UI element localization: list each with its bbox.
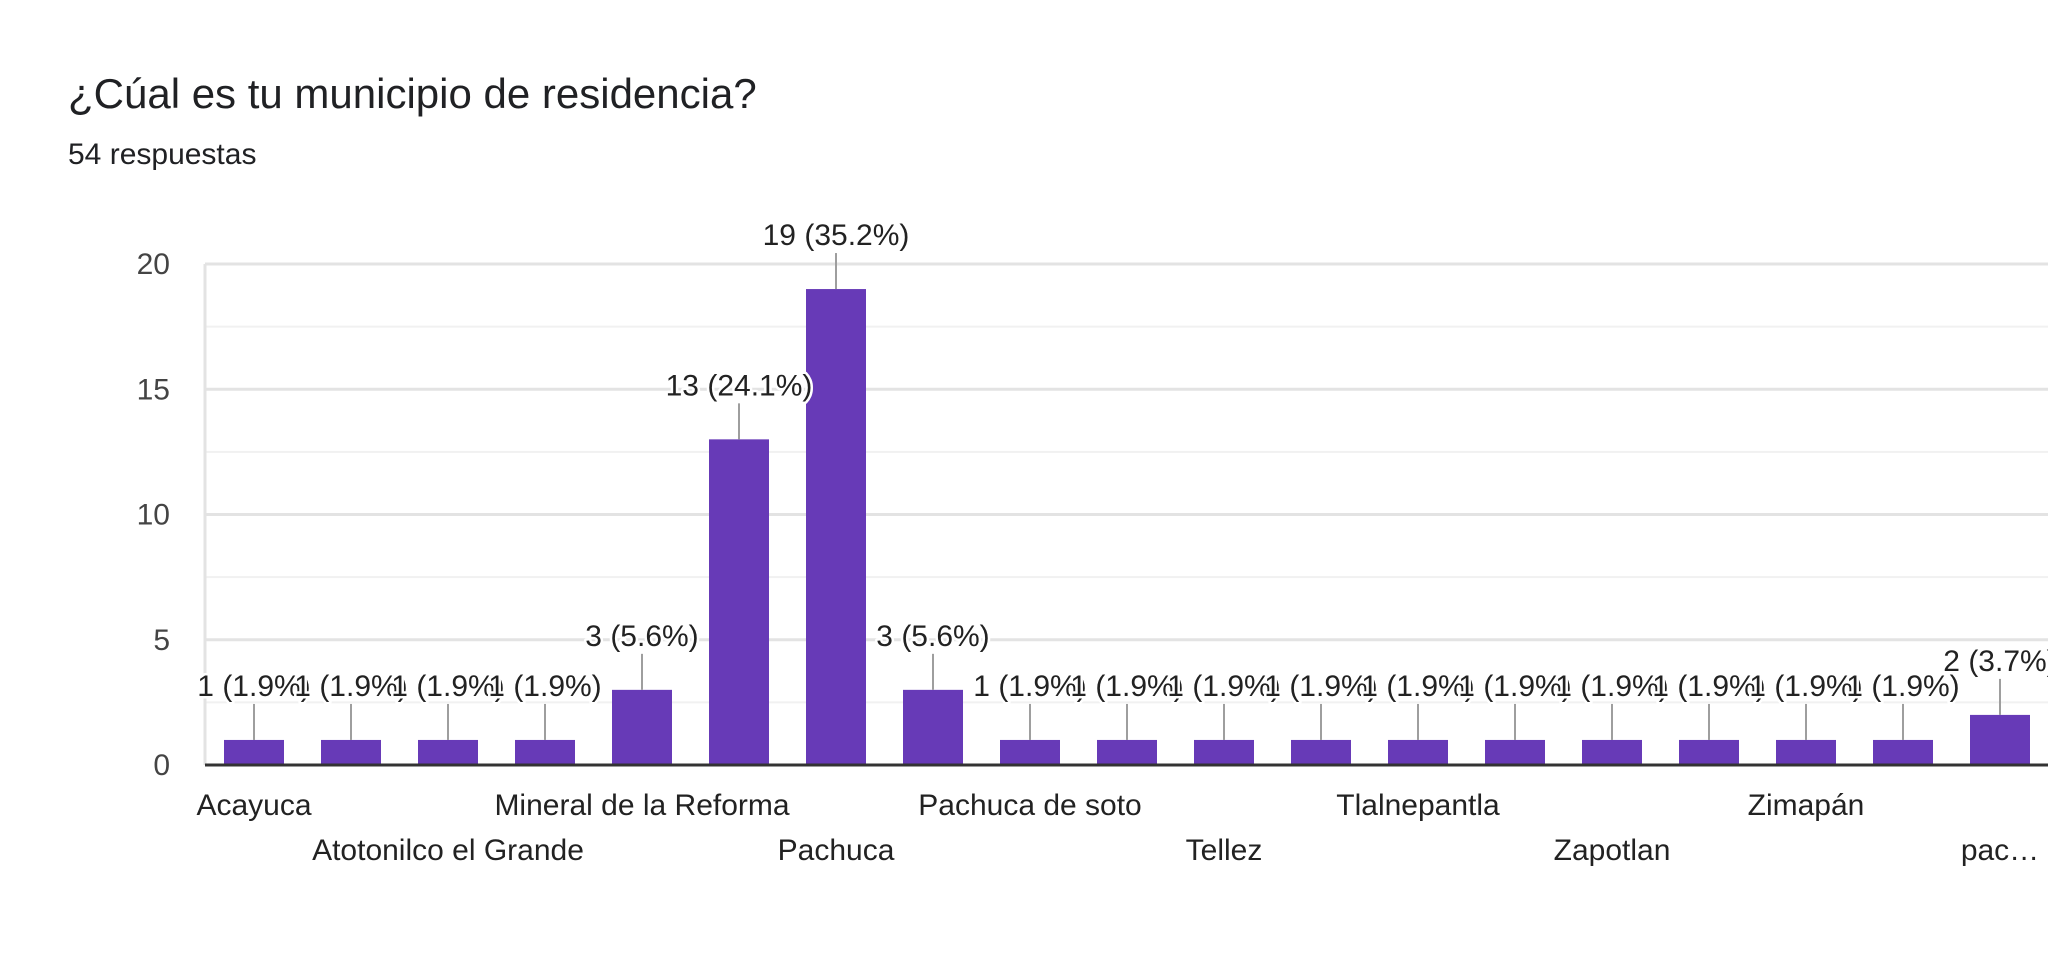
bar (1485, 739, 1545, 765)
x-axis-label: Zapotlan (1554, 834, 1671, 867)
data-label: 1 (1.9%) (1458, 670, 1571, 703)
x-axis-label: Acayuca (196, 789, 311, 822)
data-label: 1 (1.9%) (1167, 670, 1280, 703)
bar (1970, 714, 2030, 765)
bar (321, 739, 381, 765)
data-label: 1 (1.9%) (1846, 670, 1959, 703)
y-tick-label: 10 (137, 499, 170, 532)
bar (418, 739, 478, 765)
x-axis-label: Pachuca de soto (918, 789, 1142, 822)
data-label: 3 (5.6%) (585, 620, 698, 653)
data-label: 1 (1.9%) (1361, 670, 1474, 703)
x-axis-label: Atotonilco el Grande (312, 834, 584, 867)
bar (1000, 739, 1060, 765)
data-label: 1 (1.9%) (1652, 670, 1765, 703)
x-axis-label: Mineral de la Reforma (494, 789, 789, 822)
data-label: 1 (1.9%) (488, 670, 601, 703)
x-axis-label: pac… (1961, 834, 2039, 867)
data-label: 19 (35.2%) (763, 219, 910, 252)
bar (515, 739, 575, 765)
data-label: 3 (5.6%) (876, 620, 989, 653)
bar (1097, 739, 1157, 765)
bar (612, 689, 672, 765)
bar (1776, 739, 1836, 765)
data-label: 1 (1.9%) (1749, 670, 1862, 703)
data-label: 2 (3.7%) (1943, 645, 2048, 678)
bar (224, 739, 284, 765)
bar (1582, 739, 1642, 765)
x-axis-label: Pachuca (778, 834, 895, 867)
data-label: 1 (1.9%) (1070, 670, 1183, 703)
data-label: 1 (1.9%) (391, 670, 504, 703)
data-label: 1 (1.9%) (294, 670, 407, 703)
data-label: 1 (1.9%) (1555, 670, 1668, 703)
data-label: 13 (24.1%) (666, 369, 813, 402)
y-tick-label: 15 (137, 373, 170, 406)
y-tick-label: 0 (153, 749, 170, 782)
x-axis-label: Tlalnepantla (1336, 789, 1500, 822)
x-axis-label: Zimapán (1748, 789, 1865, 822)
bar (1291, 739, 1351, 765)
y-tick-label: 5 (153, 624, 170, 657)
bar (1679, 739, 1739, 765)
y-tick-label: 20 (137, 248, 170, 281)
bar (806, 289, 866, 765)
bar (1873, 739, 1933, 765)
bar (1194, 739, 1254, 765)
bar (1388, 739, 1448, 765)
bar (903, 689, 963, 765)
data-label: 1 (1.9%) (973, 670, 1086, 703)
x-axis-label: Tellez (1186, 834, 1263, 867)
data-label: 1 (1.9%) (197, 670, 310, 703)
chart-title: ¿Cúal es tu municipio de residencia? (68, 70, 757, 117)
response-count: 54 respuestas (68, 138, 257, 171)
bar (709, 439, 769, 765)
data-label: 1 (1.9%) (1264, 670, 1377, 703)
